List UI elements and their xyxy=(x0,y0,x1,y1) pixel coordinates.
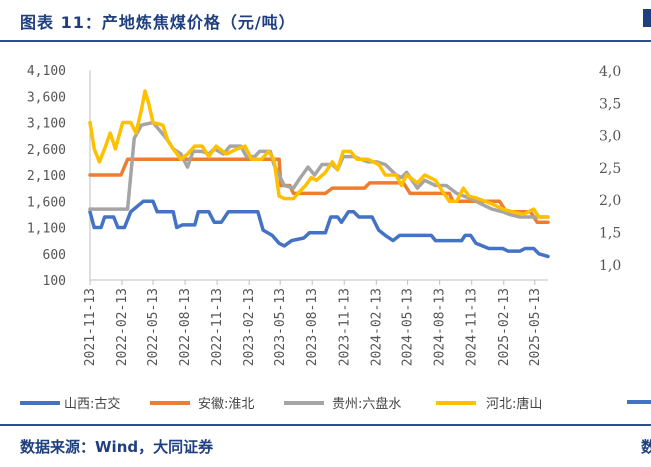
x-tick-label: 2024-02-13 xyxy=(369,288,384,366)
x-tick-label: 2023-11-13 xyxy=(337,288,352,366)
x-tick-label: 2024-05-13 xyxy=(401,288,416,366)
x-tick-label: 2023-02-13 xyxy=(242,288,257,366)
top-divider xyxy=(0,40,651,42)
x-tick-label: 2023-08-13 xyxy=(305,288,320,366)
right-panel-y-tick: 2,5 xyxy=(599,161,621,177)
y-tick-label: 2,100 xyxy=(27,169,66,184)
x-tick-label: 2025-02-13 xyxy=(497,288,512,366)
x-tick-label: 2021-11-13 xyxy=(83,288,98,366)
x-tick-label: 2025-05-13 xyxy=(528,288,543,366)
y-tick-label: 1,600 xyxy=(27,195,66,210)
right-panel-axis: 4,0 3,5 3,0 2,5 2,0 1,5 1,0 xyxy=(599,64,651,404)
x-tick-label: 2022-02-13 xyxy=(115,288,130,366)
y-tick-label: 4,100 xyxy=(27,64,66,79)
y-tick-label: 3,600 xyxy=(27,90,66,105)
y-tick-label: 600 xyxy=(43,248,66,263)
right-panel-y-tick: 4,0 xyxy=(599,64,621,80)
right-panel-y-tick: 3,0 xyxy=(599,129,621,145)
x-tick-label: 2024-08-13 xyxy=(433,288,448,366)
y-axis: 100 600 1,100 1,600 2,100 2,600 3,100 3,600 4,10… xyxy=(27,64,91,289)
right-panel-y-tick: 1,0 xyxy=(599,258,621,274)
series-lines xyxy=(88,89,550,259)
right-panel-y-tick: 2,0 xyxy=(599,193,621,209)
legend-label: 贵州:六盘水 xyxy=(332,396,401,412)
y-tick-label: 2,600 xyxy=(27,143,66,158)
x-tick-label: 2022-05-13 xyxy=(146,288,161,366)
data-source: 数据来源：Wind，大同证券 xyxy=(20,438,214,456)
legend-label: 山西:古交 xyxy=(64,396,120,412)
series-line xyxy=(88,89,550,219)
legend-label: 河北:唐山 xyxy=(486,396,542,412)
right-panel-source-fragment: 数 xyxy=(641,438,651,456)
series-line xyxy=(88,199,550,259)
right-panel-title-marker xyxy=(643,9,651,27)
x-tick-label: 2022-08-13 xyxy=(178,288,193,366)
x-tick-label: 2023-05-13 xyxy=(273,288,288,366)
y-tick-label: 1,100 xyxy=(27,222,66,237)
legend-label: 安徽:淮北 xyxy=(198,397,254,412)
right-panel-y-tick: 3,5 xyxy=(599,96,621,112)
legend: 山西:古交 安徽:淮北 贵州:六盘水 河北:唐山 xyxy=(20,396,542,412)
right-panel-y-tick: 1,5 xyxy=(599,226,621,242)
x-tick-label: 2022-11-13 xyxy=(210,288,225,366)
y-tick-label: 3,100 xyxy=(27,117,66,132)
x-tick-label: 2024-11-13 xyxy=(465,288,480,366)
chart-title: 图表 11：产地炼焦煤价格（元/吨） xyxy=(20,13,296,32)
series-line xyxy=(88,120,550,219)
bottom-divider xyxy=(0,424,651,426)
x-axis: 2021-11-13 2022-02-13 2022-05-13 2022-08-13… xyxy=(83,279,548,366)
y-tick-label: 100 xyxy=(43,274,66,289)
